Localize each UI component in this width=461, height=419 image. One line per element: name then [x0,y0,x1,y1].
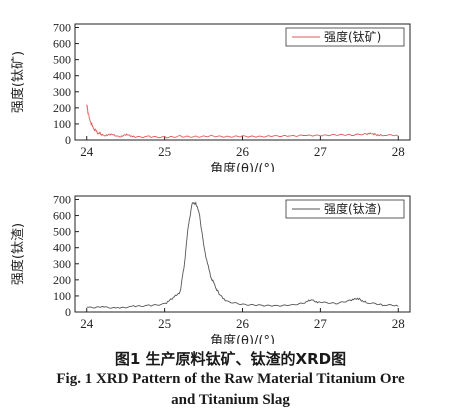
y-tick-label: 100 [53,117,71,131]
x-tick-label: 28 [392,144,405,159]
chart-titanium-ore: 0 100 200 300 400 500 600 700 24 25 26 27 28 角度(θ)/(°… [0,0,461,172]
x-tick-label: 25 [158,144,171,159]
y-tick-label: 400 [53,241,71,255]
y-tick-label: 0 [65,305,71,319]
figure-caption-en-line2: and Titanium Slag [171,392,290,408]
x-tick-label: 26 [236,316,250,331]
y-tick-label: 500 [53,53,71,67]
series-line [86,201,399,309]
chart-titanium-ore-svg: 0 100 200 300 400 500 600 700 24 25 26 27 28 角度(θ)/(°… [10,20,411,172]
y-tick-label: 400 [53,69,71,83]
y-tick-label: 700 [53,192,71,206]
y-tick-label: 600 [53,209,71,223]
legend-label: 强度(钛矿) [324,29,381,44]
y-tick-label: 300 [53,257,71,271]
y-tick-label: 700 [53,20,71,34]
x-tick-label: 26 [236,144,250,159]
y-tick-label: 100 [53,289,71,303]
y-axis-label: 强度(钛矿) [10,51,26,113]
series-line [86,104,399,139]
legend-box [285,27,405,47]
x-axis-label: 角度(θ)/(°) [210,161,275,172]
x-tick-label: 27 [314,316,328,331]
x-tick-label: 28 [392,316,405,331]
x-axis-label: 角度(θ)/(°) [210,333,275,344]
x-tick-label: 24 [80,144,94,159]
figure-caption-zh: 图1 生产原料钛矿、钛渣的XRD图 [114,350,347,368]
y-tick-label: 600 [53,37,71,51]
y-tick-label: 300 [53,85,71,99]
y-tick-label: 200 [53,273,71,287]
x-tick-label: 25 [158,316,171,331]
y-tick-label: 0 [65,133,71,147]
y-tick-label: 200 [53,101,71,115]
y-tick-label: 500 [53,225,71,239]
chart-titanium-slag-svg: 0 100 200 300 400 500 600 700 24 25 26 27 28 角度(θ)/(°… [10,192,411,344]
y-axis-label: 强度(钛渣) [10,223,26,285]
figure-caption-en-line1: Fig. 1 XRD Pattern of the Raw Material T… [56,371,405,387]
x-tick-label: 24 [80,316,94,331]
legend-label: 强度(钛渣) [324,201,381,216]
legend-box [285,199,405,219]
x-tick-label: 27 [314,144,328,159]
chart-titanium-slag: 0 100 200 300 400 500 600 700 24 25 26 27 28 角度(θ)/(°… [0,172,461,344]
